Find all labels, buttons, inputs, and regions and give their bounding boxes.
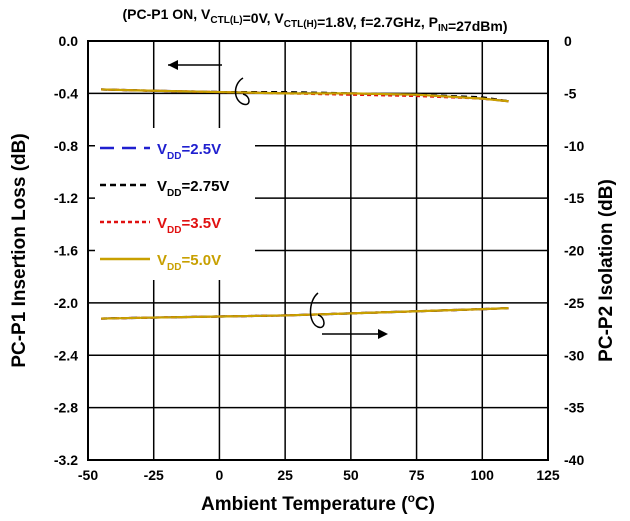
labels: (PC-P1 ON, VCTL(L)=0V, VCTL(H)=1.8V, f=2… [9, 6, 617, 515]
y-tick-label-left: -3.2 [54, 452, 78, 468]
y-tick-label-left: 0.0 [59, 33, 79, 49]
y-tick-label-right: -15 [564, 190, 584, 206]
y-tick-label-left: -2.4 [54, 347, 78, 363]
y-tick-label-left: -0.8 [54, 138, 78, 154]
ticks: -50 -25 0 25 50 75 100 125 0.0 0 -0.4 -5 -0.8 -10 -1.2… [54, 33, 585, 483]
legend-label: VDD=2.5V [157, 141, 221, 162]
y-tick-label-right: -25 [564, 295, 584, 311]
y-axis-label-left: PC-P1 Insertion Loss (dB) [9, 133, 30, 367]
y-tick-label-left: -2.0 [54, 295, 78, 311]
x-tick-label: 100 [471, 467, 495, 483]
y-tick-label-left: -2.8 [54, 400, 78, 416]
x-tick-label: 125 [536, 467, 560, 483]
legend-box [95, 128, 255, 280]
legend: VDD=2.5V VDD=2.75V VDD=3.5V VDD=5.0V [95, 128, 255, 280]
x-tick-label: 75 [409, 467, 425, 483]
y-tick-label-right: -20 [564, 243, 584, 259]
y-tick-label-right: -30 [564, 347, 584, 363]
y-tick-label-left: -1.6 [54, 243, 78, 259]
curl-upper-icon [234, 77, 250, 106]
y-tick-label-left: -1.2 [54, 190, 78, 206]
y-tick-label-right: -40 [564, 452, 584, 468]
chart-title: (PC-P1 ON, VCTL(L)=0V, VCTL(H)=1.8V, f=2… [122, 6, 507, 34]
plot-frame [87, 40, 549, 461]
x-tick-label: -50 [78, 467, 98, 483]
series-line-insertion-loss [101, 88, 509, 103]
legend-label: VDD=2.75V [157, 178, 229, 199]
series-line-isolation [101, 307, 509, 320]
arrow-right-head [378, 329, 388, 339]
x-tick-label: -25 [144, 467, 164, 483]
y-tick-label-right: 0 [564, 33, 572, 49]
y-tick-label-right: -5 [564, 85, 577, 101]
legend-label: VDD=3.5V [157, 215, 221, 236]
x-tick-label: 25 [277, 467, 293, 483]
x-tick-label: 0 [216, 467, 224, 483]
y-tick-label-left: -0.4 [54, 85, 78, 101]
y-axis-label-right: PC-P2 Isolation (dB) [596, 179, 617, 362]
legend-label: VDD=5.0V [157, 252, 221, 273]
y-tick-label-right: -10 [564, 138, 584, 154]
grid [88, 41, 548, 460]
x-tick-label: 50 [343, 467, 359, 483]
annotations [168, 60, 388, 339]
curl-lower-icon [309, 292, 325, 329]
arrow-left-head [168, 60, 178, 70]
series-group [101, 88, 509, 320]
x-axis-label: Ambient Temperature (oC) [201, 491, 435, 515]
y-tick-label-right: -35 [564, 400, 584, 416]
